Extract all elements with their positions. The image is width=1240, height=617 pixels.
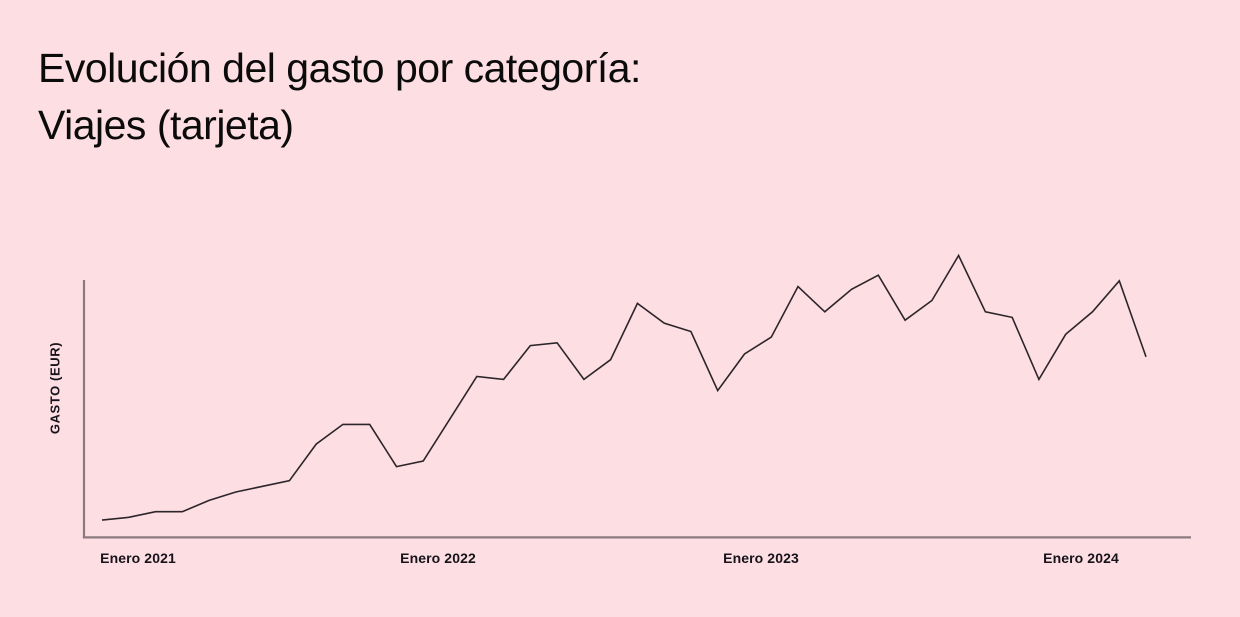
- x-tick-label: Enero 2021: [100, 550, 176, 566]
- x-tick-label: Enero 2023: [723, 550, 799, 566]
- chart-title-line-1: Evolución del gasto por categoría:: [38, 45, 641, 91]
- chart-title-line-2: Viajes (tarjeta): [38, 102, 294, 148]
- x-tick-label: Enero 2024: [1043, 550, 1119, 566]
- spend-line: [101, 253, 1147, 521]
- x-tick-label: Enero 2022: [400, 550, 476, 566]
- chart-title: Evolución del gasto por categoría: Viaje…: [38, 40, 641, 154]
